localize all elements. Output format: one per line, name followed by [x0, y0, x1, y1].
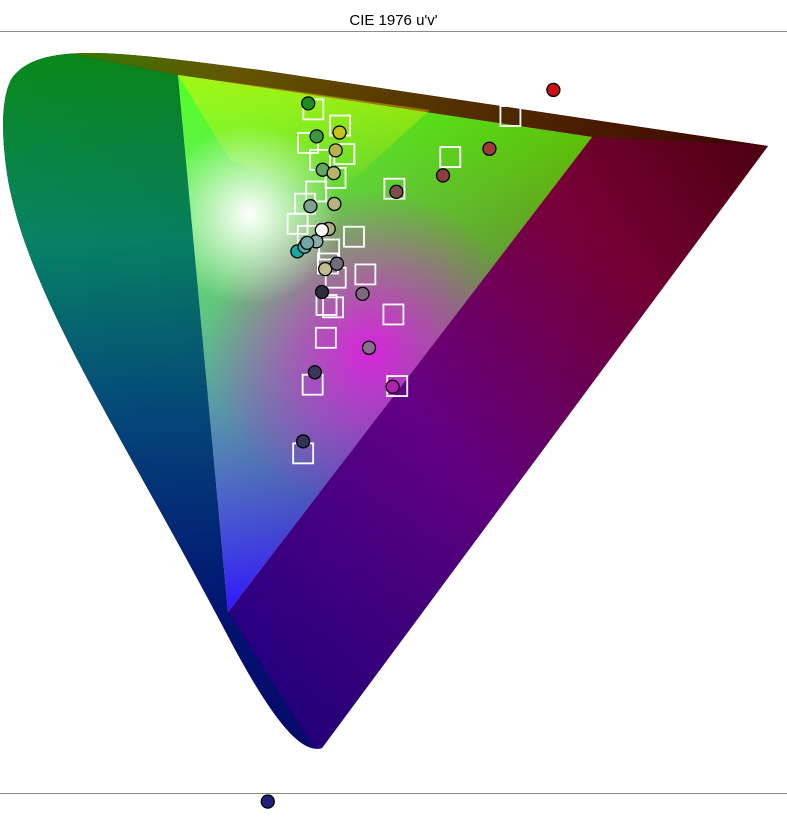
target-square-marker — [611, 76, 634, 98]
top-rule — [0, 31, 787, 32]
target-square-marker — [314, 326, 337, 349]
measured-circle-marker — [482, 141, 497, 156]
measured-circle-marker — [385, 379, 400, 394]
measured-circle-marker — [435, 168, 451, 183]
measured-circle-marker — [326, 165, 341, 181]
measured-circle-marker — [314, 284, 330, 300]
measured-circle-marker — [332, 125, 347, 140]
measured-circle-marker — [355, 286, 370, 301]
target-square-marker — [558, 72, 581, 95]
measured-circle-marker — [301, 96, 316, 111]
measured-circle-marker — [361, 340, 377, 355]
target-square-marker — [318, 238, 341, 261]
measured-circle-marker — [328, 143, 343, 158]
measured-circle-marker — [546, 82, 561, 98]
measured-circle-marker — [300, 235, 315, 251]
target-square-marker — [499, 105, 522, 127]
target-square-marker — [439, 146, 462, 168]
measured-circle-marker — [309, 129, 324, 144]
target-square-marker — [383, 177, 406, 200]
target-square-marker — [305, 180, 328, 203]
measured-circle-marker — [327, 196, 342, 212]
measured-circle-marker — [295, 434, 311, 449]
chart-title: CIE 1976 u'v' — [349, 12, 438, 29]
measured-circle-marker — [314, 222, 330, 238]
measured-circle-marker — [307, 365, 323, 380]
target-square-marker — [322, 296, 344, 319]
data-markers — [256, 72, 634, 809]
target-square-marker — [354, 263, 377, 286]
measured-circle-marker — [260, 794, 275, 809]
measured-circle-marker — [389, 184, 404, 199]
measured-circle-marker — [318, 261, 333, 277]
measured-circle-marker — [329, 256, 345, 271]
gamut-triangle — [178, 75, 592, 612]
bottom-rule — [0, 793, 787, 794]
target-square-marker — [382, 303, 405, 326]
measured-circle-marker — [303, 199, 318, 214]
target-square-marker — [343, 225, 365, 248]
